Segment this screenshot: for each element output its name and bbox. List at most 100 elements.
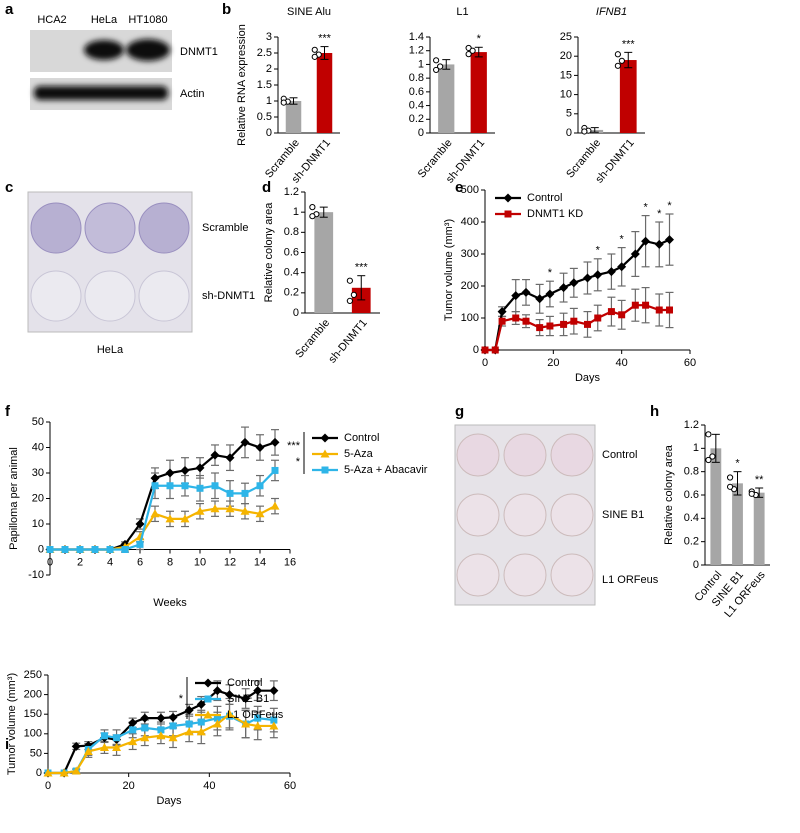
- series-line: [50, 469, 276, 551]
- significance: *: [596, 245, 601, 257]
- panel-label: i: [5, 736, 9, 753]
- band-label: DNMT1: [180, 46, 218, 58]
- marker: [128, 737, 138, 746]
- marker: [270, 716, 278, 724]
- plate-image: Scramble sh-DNMT1 HeLa: [27, 191, 255, 356]
- y-tick-label: 20: [560, 50, 572, 62]
- marker: [241, 719, 251, 728]
- marker: [210, 450, 220, 460]
- y-tick-label: 2: [266, 63, 272, 75]
- marker: [76, 546, 84, 553]
- x-tick-label: 14: [254, 556, 266, 568]
- well: [30, 270, 82, 322]
- marker: [165, 468, 175, 478]
- marker: [196, 484, 204, 492]
- significance: *: [667, 200, 672, 212]
- y-tick-label: 30: [32, 467, 44, 479]
- y-tick-label: 1: [293, 206, 299, 218]
- legend-label: Control: [227, 677, 262, 689]
- y-tick-label: 50: [32, 416, 44, 428]
- marker: [559, 283, 569, 293]
- marker: [166, 482, 174, 490]
- marker: [212, 686, 222, 696]
- well: [456, 553, 500, 597]
- y-tick-label: 1.5: [257, 79, 272, 91]
- lane-label: HT1080: [128, 14, 167, 26]
- y-tick-label: 0.2: [684, 536, 699, 548]
- marker: [150, 473, 160, 483]
- y-tick-label: 0: [38, 543, 44, 555]
- legend-marker: [320, 449, 330, 458]
- y-tick-label: 1: [266, 95, 272, 107]
- marker: [522, 317, 530, 325]
- y-axis-label: Relative colony area: [263, 202, 275, 303]
- marker: [71, 741, 81, 751]
- marker: [594, 314, 602, 322]
- lane-label: HeLa: [91, 14, 118, 26]
- data-point: [346, 297, 353, 304]
- lane-label: HCA2: [37, 14, 66, 26]
- marker: [631, 301, 639, 309]
- marker: [606, 267, 616, 277]
- legend-marker: [203, 710, 213, 719]
- marker: [583, 273, 592, 283]
- y-tick-label: 1.4: [409, 31, 424, 43]
- marker: [271, 466, 279, 474]
- panel-label: a: [5, 1, 14, 18]
- y-tick-label: 10: [560, 89, 572, 101]
- marker: [498, 317, 506, 325]
- bar: [285, 101, 302, 133]
- panel-label: g: [455, 403, 464, 420]
- marker: [140, 733, 150, 742]
- marker: [151, 482, 159, 490]
- legend-marker: [504, 210, 512, 218]
- panel-label: h: [650, 403, 659, 420]
- significance: *: [735, 458, 740, 470]
- y-tick-label: 15: [560, 69, 572, 81]
- bar: [316, 53, 333, 133]
- y-tick-label: 1.2: [284, 186, 299, 198]
- y-tick-label: 0: [473, 344, 479, 356]
- y-tick-label: 1: [418, 58, 424, 70]
- plate-row-label: Scramble: [202, 222, 248, 234]
- marker: [184, 705, 194, 715]
- marker: [136, 540, 144, 548]
- data-point: [705, 431, 712, 438]
- marker: [491, 346, 499, 354]
- x-tick-label: 0: [482, 357, 488, 369]
- y-tick-label: 0: [418, 127, 424, 139]
- panel-label: e: [455, 179, 463, 196]
- x-axis-label: Days: [156, 795, 182, 807]
- marker: [185, 720, 193, 728]
- marker: [535, 294, 545, 304]
- marker: [225, 453, 235, 463]
- y-tick-label: 250: [24, 669, 42, 681]
- y-tick-label: 0.6: [684, 489, 699, 501]
- legend-marker: [321, 466, 329, 474]
- data-point: [437, 63, 444, 70]
- y-tick-label: 0.2: [409, 113, 424, 125]
- significance: ***: [287, 440, 301, 452]
- marker: [481, 346, 489, 354]
- marker: [584, 320, 591, 328]
- well: [456, 433, 500, 477]
- data-point: [311, 46, 318, 53]
- marker: [168, 733, 178, 742]
- marker: [135, 519, 145, 529]
- legend-label: L1 ORFeus: [227, 709, 284, 721]
- marker: [113, 734, 121, 742]
- legend-label: SINE B1: [227, 693, 269, 705]
- data-point: [618, 57, 625, 64]
- marker: [181, 482, 189, 490]
- band-label: Actin: [180, 88, 204, 100]
- bar: [732, 483, 743, 565]
- legend-label: DNMT1 KD: [527, 208, 583, 220]
- data-point: [726, 483, 734, 490]
- y-axis-label: Tumor volume (mm³): [443, 219, 455, 321]
- y-tick-label: 20: [32, 492, 44, 504]
- bar: [438, 64, 455, 133]
- y-axis-label: Relative colony area: [663, 444, 675, 545]
- marker: [270, 437, 280, 447]
- marker: [100, 732, 108, 740]
- marker: [569, 278, 579, 288]
